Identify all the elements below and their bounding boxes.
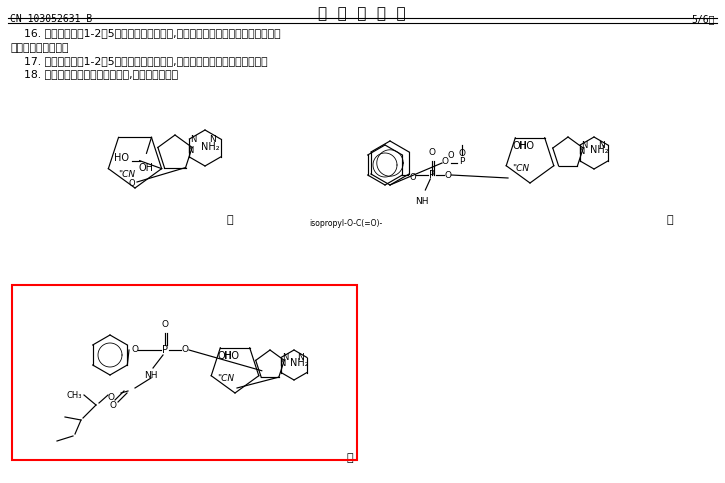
Text: N: N bbox=[279, 359, 286, 368]
Text: N: N bbox=[298, 353, 304, 362]
Text: "CN: "CN bbox=[513, 164, 529, 173]
Text: 17. 根据权利要求1-2或5中任一项所述的用途,其中副黏病毒科聚合酶被抑制。: 17. 根据权利要求1-2或5中任一项所述的用途,其中副黏病毒科聚合酶被抑制。 bbox=[10, 56, 268, 66]
Text: N: N bbox=[210, 134, 216, 143]
Text: O: O bbox=[128, 179, 136, 187]
Text: P: P bbox=[162, 345, 168, 355]
Text: 吸道合胞病毒引起。: 吸道合胞病毒引起。 bbox=[10, 43, 68, 53]
Text: 16. 根据权利要求1-2或5中任一项所述的用途,其中所述副黏病毒科病毒感染由人呼: 16. 根据权利要求1-2或5中任一项所述的用途,其中所述副黏病毒科病毒感染由人… bbox=[10, 28, 281, 38]
Text: HO: HO bbox=[114, 153, 129, 163]
Text: OH: OH bbox=[218, 351, 233, 361]
Text: N: N bbox=[581, 141, 587, 150]
Text: N: N bbox=[190, 134, 196, 143]
Text: N: N bbox=[282, 353, 289, 362]
Text: 5/6页: 5/6页 bbox=[692, 14, 715, 24]
Text: O: O bbox=[428, 148, 436, 157]
Text: O: O bbox=[442, 157, 449, 167]
Text: O: O bbox=[445, 170, 452, 180]
Text: N: N bbox=[187, 146, 194, 155]
Text: 18. 化合物或其药学上可接受的盐,所述化合物为：: 18. 化合物或其药学上可接受的盐,所述化合物为： bbox=[10, 69, 178, 79]
Text: 、: 、 bbox=[347, 453, 353, 463]
Text: NH₂: NH₂ bbox=[290, 358, 308, 368]
Text: O: O bbox=[109, 401, 117, 411]
Text: 权  利  要  求  书: 权 利 要 求 书 bbox=[318, 6, 406, 21]
Text: 、: 、 bbox=[227, 215, 233, 225]
Text: isopropyl-O-C(=O)-: isopropyl-O-C(=O)- bbox=[309, 218, 382, 227]
Text: N: N bbox=[578, 146, 584, 156]
Text: O: O bbox=[162, 320, 168, 329]
Text: CN 103052631 B: CN 103052631 B bbox=[10, 14, 92, 24]
Text: OH: OH bbox=[513, 141, 528, 151]
Text: O: O bbox=[409, 172, 415, 182]
Text: NH: NH bbox=[144, 370, 158, 380]
Text: NH: NH bbox=[415, 197, 429, 205]
Text: O: O bbox=[131, 344, 138, 354]
Text: NH₂: NH₂ bbox=[589, 145, 608, 155]
Bar bbox=[12, 285, 357, 460]
Text: HO: HO bbox=[519, 141, 534, 151]
Text: O: O bbox=[458, 149, 465, 158]
Text: CH₃: CH₃ bbox=[67, 390, 82, 399]
Text: "CN: "CN bbox=[118, 170, 136, 179]
Text: 、: 、 bbox=[667, 215, 674, 225]
Text: O: O bbox=[447, 151, 455, 159]
Text: O: O bbox=[107, 393, 115, 401]
Text: P: P bbox=[460, 157, 465, 167]
Text: "CN: "CN bbox=[218, 374, 234, 383]
Text: OH: OH bbox=[139, 163, 154, 173]
Text: P: P bbox=[429, 170, 435, 180]
Text: HO: HO bbox=[224, 351, 239, 361]
Text: O: O bbox=[181, 345, 188, 355]
Text: NH₂: NH₂ bbox=[201, 142, 219, 152]
Text: N: N bbox=[598, 141, 605, 150]
